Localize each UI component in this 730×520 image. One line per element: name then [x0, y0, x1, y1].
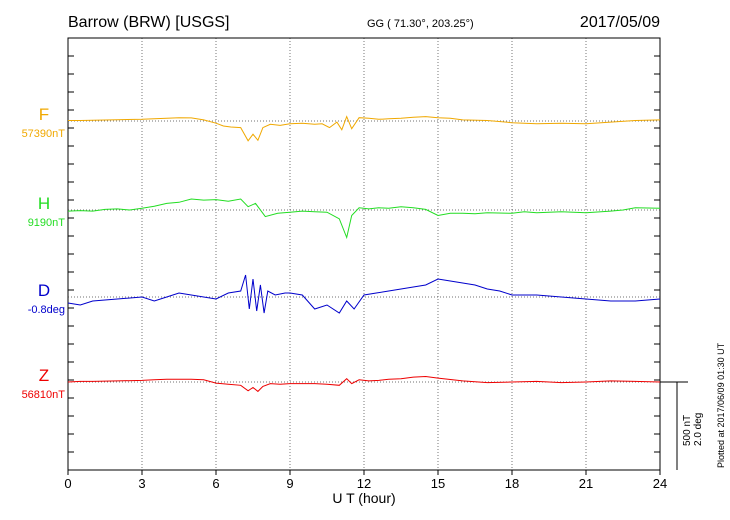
series-line-z: [67, 375, 661, 393]
series-line-f: [68, 115, 661, 142]
x-tick-label: 15: [431, 476, 445, 491]
scale-label-nt: 500 nT: [682, 415, 693, 446]
plotted-note: Plotted at 2017/06/09 01:30 UT: [716, 342, 726, 468]
series-name-f: F: [39, 105, 49, 124]
x-tick-label: 12: [357, 476, 371, 491]
x-tick-label: 24: [653, 476, 667, 491]
series-baseline-d: -0.8deg: [28, 304, 65, 316]
x-tick-label: 0: [64, 476, 71, 491]
x-tick-label: 6: [212, 476, 219, 491]
x-axis-ticks: 0 3 6 9 12 15 18 21 24: [64, 55, 667, 491]
x-axis-label: U T (hour): [332, 490, 395, 506]
series-line-d: [67, 274, 661, 314]
scale-bar: 500 nT 2.0 deg: [660, 381, 704, 470]
chart-title: Barrow (BRW) [USGS]: [68, 14, 230, 31]
series-name-d: D: [38, 281, 50, 300]
x-tick-label: 9: [286, 476, 293, 491]
series-baseline-h: 9190nT: [28, 217, 66, 229]
series-line-h: [67, 198, 661, 240]
x-tick-label: 18: [505, 476, 519, 491]
series-baseline-f: 57390nT: [22, 128, 66, 140]
series-name-z: Z: [39, 366, 49, 385]
x-tick-label: 3: [138, 476, 145, 491]
series-baseline-z: 56810nT: [22, 389, 66, 401]
x-tick-label: 21: [579, 476, 593, 491]
chart-date: 2017/05/09: [580, 14, 660, 31]
grid-lines: [141, 38, 587, 470]
series-lines: [67, 115, 661, 393]
series-labels: F 57390nT H 9190nT D -0.8deg Z 56810nT: [22, 105, 66, 401]
scale-label-deg: 2.0 deg: [693, 413, 704, 446]
series-name-h: H: [38, 194, 50, 213]
chart-subtitle: GG ( 71.30°, 203.25°): [367, 18, 474, 30]
